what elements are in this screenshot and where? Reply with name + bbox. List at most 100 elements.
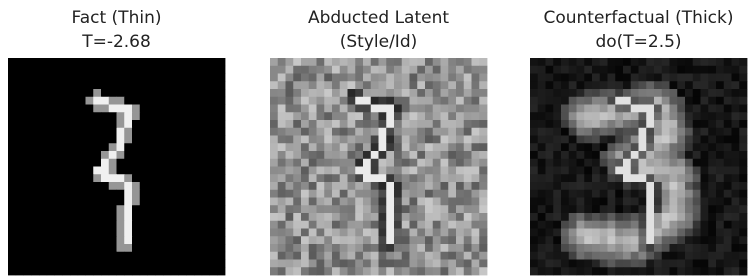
pixel [724, 167, 732, 175]
pixel [584, 120, 592, 128]
pixel [546, 159, 554, 167]
pixel [340, 190, 348, 198]
pixel [479, 58, 487, 66]
pixel [301, 128, 309, 136]
pixel [448, 136, 456, 144]
pixel [93, 244, 101, 252]
pixel [78, 198, 86, 206]
pixel [286, 213, 294, 221]
pixel [109, 244, 117, 252]
pixel [286, 182, 294, 190]
pixel [179, 105, 187, 113]
pixel [8, 120, 16, 128]
pixel [117, 136, 125, 144]
pixel [538, 66, 546, 74]
pixel [39, 190, 47, 198]
pixel [561, 229, 569, 237]
pixel [584, 174, 592, 182]
pixel [355, 58, 363, 66]
pixel [708, 112, 716, 120]
pixel [217, 143, 225, 151]
pixel [93, 182, 101, 190]
pixel [600, 120, 608, 128]
pixel [708, 136, 716, 144]
pixel [615, 143, 623, 151]
pixel [86, 190, 94, 198]
pixel [546, 143, 554, 151]
pixel [179, 143, 187, 151]
pixel [538, 267, 546, 275]
pixel [16, 267, 24, 275]
pixel [693, 120, 701, 128]
pixel [293, 74, 301, 82]
pixel [394, 267, 402, 275]
pixel [210, 136, 218, 144]
pixel [355, 81, 363, 89]
pixel [732, 198, 740, 206]
pixel [417, 252, 425, 260]
pixel [394, 244, 402, 252]
pixel [410, 229, 418, 237]
pixel [662, 128, 670, 136]
pixel [631, 267, 639, 275]
pixel [615, 198, 623, 206]
pixel [662, 236, 670, 244]
pixel [600, 159, 608, 167]
pixel [39, 120, 47, 128]
pixel [324, 190, 332, 198]
pixel [701, 182, 709, 190]
pixel [363, 58, 371, 66]
pixel [693, 244, 701, 252]
pixel [732, 190, 740, 198]
pixel [202, 120, 210, 128]
pixel [546, 167, 554, 175]
pixel [93, 81, 101, 89]
pixel [724, 120, 732, 128]
pixel [615, 112, 623, 120]
pixel [693, 213, 701, 221]
pixel [8, 151, 16, 159]
pixel [433, 97, 441, 105]
pixel [270, 236, 278, 244]
pixel [724, 128, 732, 136]
pixel [561, 66, 569, 74]
pixel [646, 89, 654, 97]
pixel [441, 128, 449, 136]
pixel [716, 229, 724, 237]
pixel [623, 112, 631, 120]
pixel [456, 128, 464, 136]
pixel [293, 97, 301, 105]
pixel [386, 205, 394, 213]
pixel [286, 267, 294, 275]
pixel [402, 112, 410, 120]
pixel [708, 229, 716, 237]
pixel [569, 58, 577, 66]
pixel [631, 58, 639, 66]
pixel [348, 105, 356, 113]
pixel [47, 252, 55, 260]
pixel [654, 182, 662, 190]
pixel [639, 198, 647, 206]
pixel [410, 97, 418, 105]
pixel [355, 174, 363, 182]
pixel [670, 252, 678, 260]
pixel [70, 74, 78, 82]
pixel [639, 74, 647, 82]
pixel [309, 74, 317, 82]
pixel [55, 105, 63, 113]
pixel [186, 151, 194, 159]
pixel [479, 244, 487, 252]
pixel [194, 89, 202, 97]
pixel [78, 58, 86, 66]
pixel [355, 182, 363, 190]
pixel [677, 190, 685, 198]
pixel [670, 136, 678, 144]
pixel [62, 236, 70, 244]
pixel [693, 236, 701, 244]
pixel [538, 128, 546, 136]
pixel [701, 81, 709, 89]
pixel [24, 190, 32, 198]
pixel [355, 128, 363, 136]
pixel [623, 267, 631, 275]
pixel [615, 205, 623, 213]
